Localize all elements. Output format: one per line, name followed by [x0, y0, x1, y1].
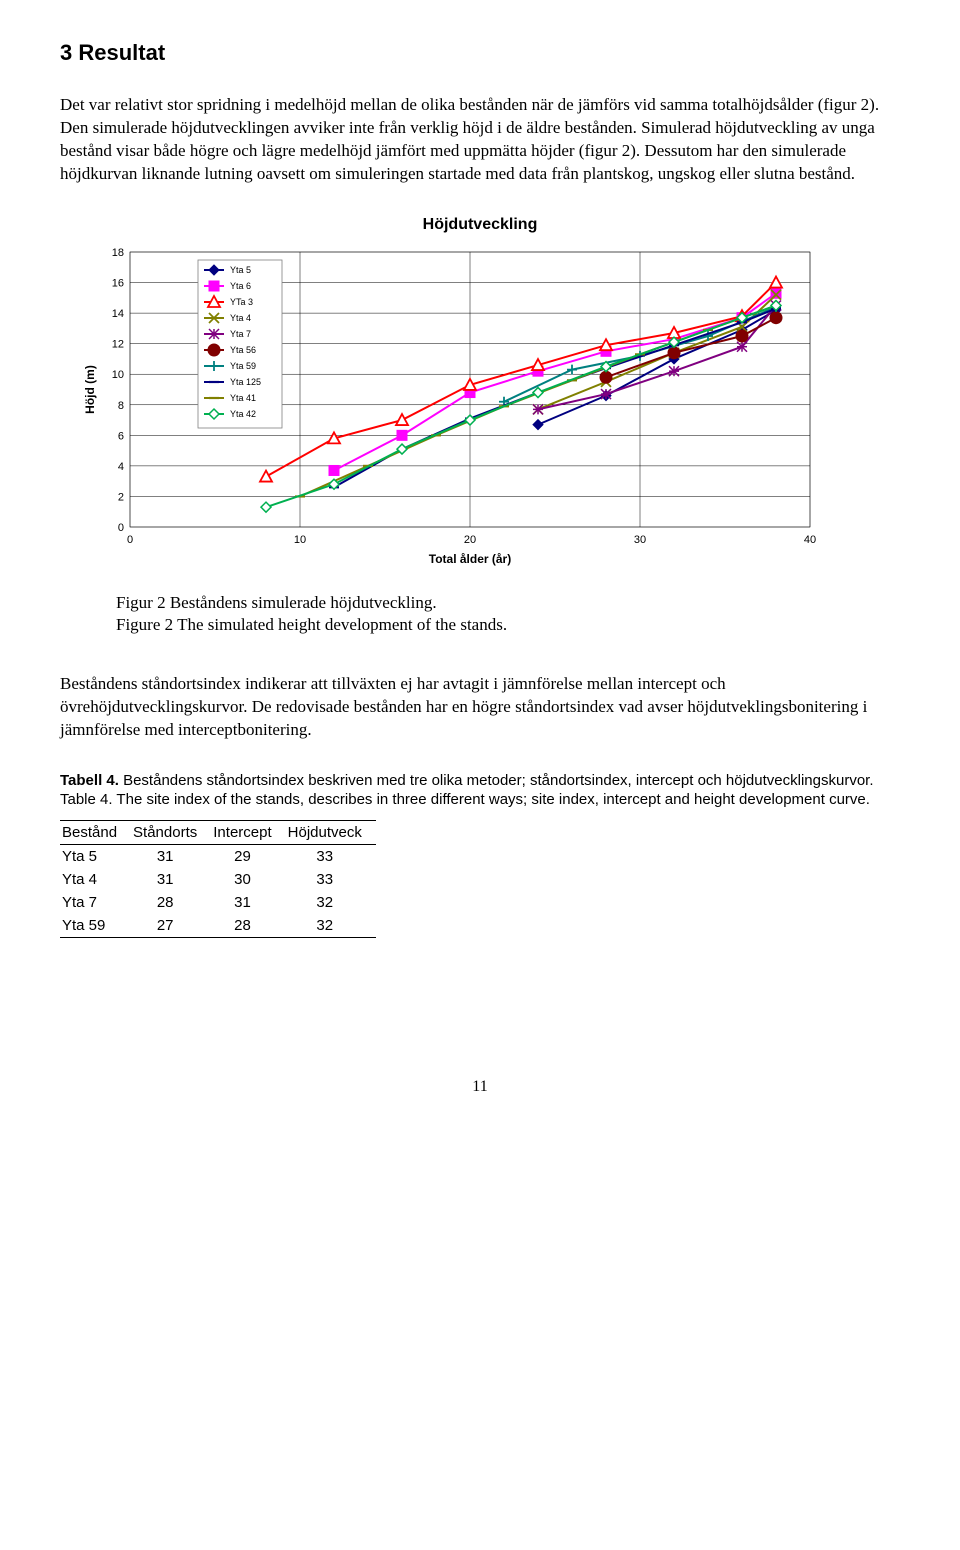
table-row: Yta 7283132	[60, 891, 376, 914]
table-cell: 31	[131, 868, 211, 891]
table-caption-label: Tabell 4.	[60, 772, 119, 789]
site-index-table: BeståndStåndortsInterceptHöjdutveck Yta …	[60, 820, 376, 938]
table-cell: Yta 59	[60, 914, 131, 938]
svg-text:Total ålder (år): Total ålder (år)	[429, 552, 511, 566]
svg-text:Yta 6: Yta 6	[230, 281, 251, 291]
svg-text:YTa 3: YTa 3	[230, 297, 253, 307]
svg-text:Yta 56: Yta 56	[230, 345, 256, 355]
svg-text:Yta 125: Yta 125	[230, 377, 261, 387]
svg-text:Yta 59: Yta 59	[230, 361, 256, 371]
svg-text:Yta 42: Yta 42	[230, 409, 256, 419]
svg-text:2: 2	[118, 491, 124, 503]
height-development-chart: 0 2 4 6 8 10 12 14 16 18 0 10 20 30 40 Höjd (m) Total ål…	[70, 242, 900, 587]
svg-text:6: 6	[118, 430, 124, 442]
svg-text:0: 0	[118, 522, 124, 534]
table-cell: Yta 4	[60, 868, 131, 891]
table-header: Höjdutveck	[286, 820, 376, 844]
table-caption-text: Beståndens ståndortsindex beskriven med …	[119, 772, 874, 789]
table-row: Yta 5312933	[60, 844, 376, 868]
svg-text:Höjd (m): Höjd (m)	[83, 365, 97, 414]
table-cell: 32	[286, 914, 376, 938]
table-row: Yta 4313033	[60, 868, 376, 891]
table-cell: 33	[286, 868, 376, 891]
table-cell: 27	[131, 914, 211, 938]
figure-caption-en: Figure 2 The simulated height developmen…	[116, 615, 900, 635]
svg-text:Yta 4: Yta 4	[230, 313, 251, 323]
table-row: Yta 59272832	[60, 914, 376, 938]
section-title: 3 Resultat	[60, 40, 900, 66]
table-cell: 28	[131, 891, 211, 914]
chart-title: Höjdutveckling	[60, 216, 900, 234]
paragraph-2: Beståndens ståndortsindex indikerar att …	[60, 673, 900, 742]
table-cell: 31	[211, 891, 285, 914]
figure-caption-sv: Figur 2 Beståndens simulerade höjdutveck…	[116, 593, 900, 613]
table-caption-sv: Tabell 4. Beståndens ståndortsindex besk…	[60, 772, 900, 789]
svg-text:8: 8	[118, 400, 124, 412]
svg-text:Yta 5: Yta 5	[230, 265, 251, 275]
svg-text:0: 0	[127, 534, 133, 546]
svg-text:20: 20	[464, 534, 476, 546]
page-number: 11	[60, 1078, 900, 1096]
table-cell: 32	[286, 891, 376, 914]
table-cell: Yta 5	[60, 844, 131, 868]
svg-text:16: 16	[112, 277, 124, 289]
table-cell: 29	[211, 844, 285, 868]
svg-text:12: 12	[112, 338, 124, 350]
table-cell: 33	[286, 844, 376, 868]
svg-text:4: 4	[118, 461, 124, 473]
svg-text:30: 30	[634, 534, 646, 546]
table-cell: Yta 7	[60, 891, 131, 914]
table-cell: 31	[131, 844, 211, 868]
table-header: Intercept	[211, 820, 285, 844]
paragraph-1: Det var relativt stor spridning i medelh…	[60, 94, 900, 186]
svg-text:Yta 7: Yta 7	[230, 329, 251, 339]
svg-text:14: 14	[112, 308, 124, 320]
table-header: Ståndorts	[131, 820, 211, 844]
table-cell: 30	[211, 868, 285, 891]
table-caption-en: Table 4. The site index of the stands, d…	[60, 791, 900, 808]
svg-text:40: 40	[804, 534, 816, 546]
svg-text:10: 10	[294, 534, 306, 546]
table-cell: 28	[211, 914, 285, 938]
table-header: Bestånd	[60, 820, 131, 844]
svg-text:18: 18	[112, 247, 124, 259]
svg-text:10: 10	[112, 369, 124, 381]
svg-text:Yta 41: Yta 41	[230, 393, 256, 403]
